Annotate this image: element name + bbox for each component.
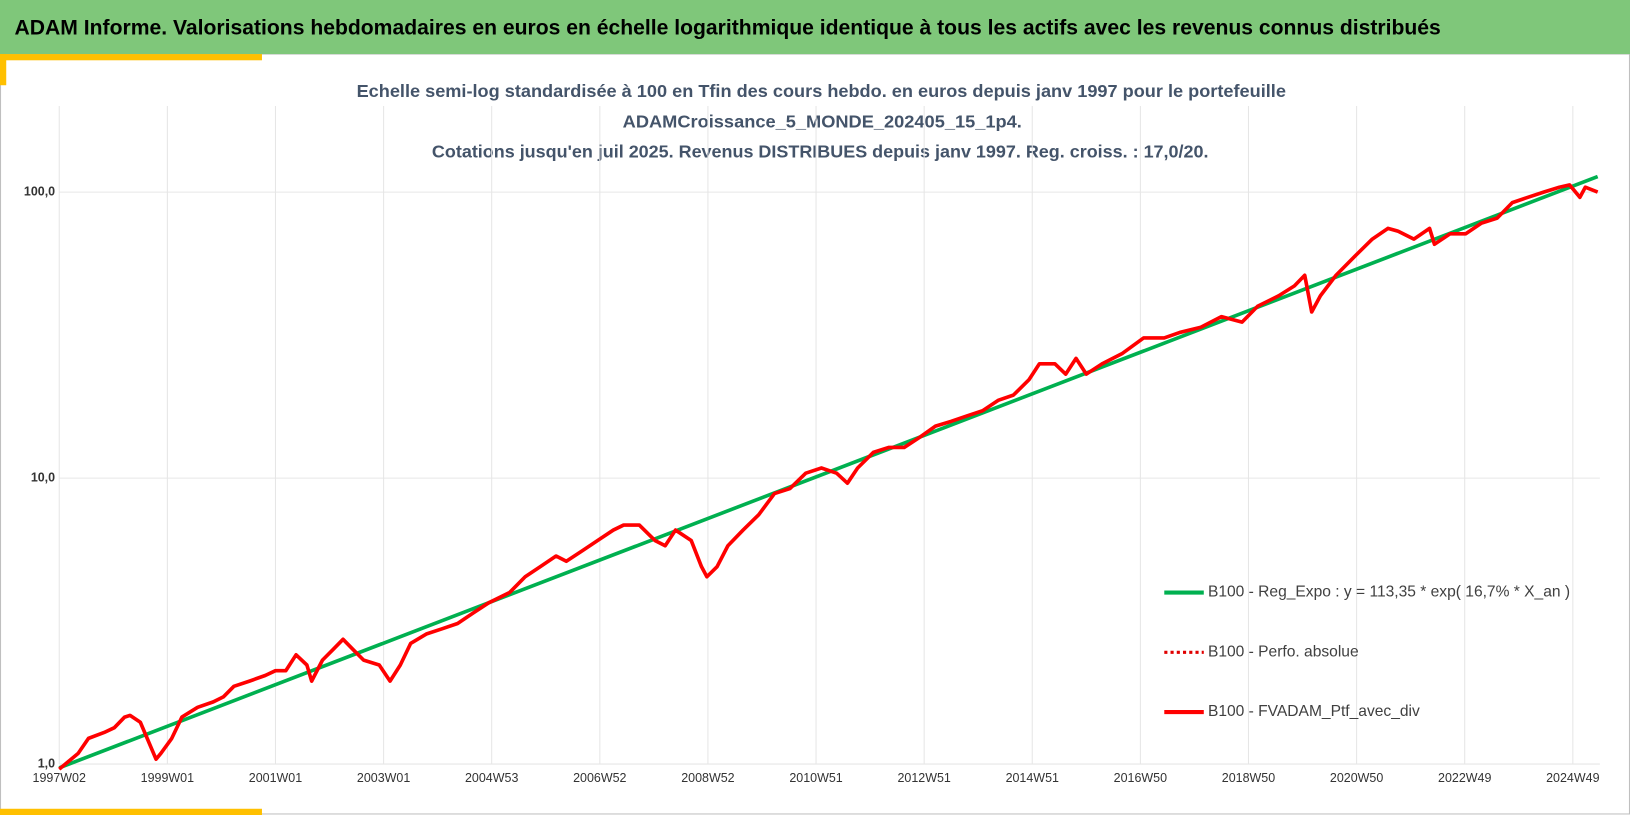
x-tick-label: 2016W50 [1114, 771, 1167, 785]
y-tick-label: 1,0 [38, 756, 55, 770]
header-bar [0, 0, 1630, 55]
x-tick-label: 2022W49 [1438, 771, 1491, 785]
x-tick-label: 2003W01 [357, 771, 410, 785]
accent [0, 54, 262, 61]
y-tick-label: 10,0 [31, 470, 55, 484]
chart-title: ADAMCroissance_5_MONDE_202405_15_1p4. [623, 111, 1022, 131]
legend-label: B100 - Perfo. absolue [1208, 643, 1359, 660]
legend-label: B100 - Reg_Expo : y = 113,35 * exp( 16,7… [1208, 584, 1570, 601]
x-tick-label: 2024W49 [1546, 771, 1599, 785]
legend-label: B100 - FVADAM_Ptf_avec_div [1208, 703, 1420, 720]
x-tick-label: 2008W52 [681, 771, 734, 785]
x-tick-label: 1999W01 [141, 771, 194, 785]
chart-title: Cotations jusqu'en juil 2025. Revenus DI… [432, 141, 1209, 161]
y-tick-label: 100,0 [24, 184, 55, 198]
x-tick-label: 2014W51 [1006, 771, 1059, 785]
x-tick-label: 1997W02 [33, 771, 86, 785]
header-title: ADAM Informe. Valorisations hebdomadaire… [15, 17, 1441, 40]
x-tick-label: 2004W53 [465, 771, 518, 785]
x-tick-label: 2010W51 [789, 771, 842, 785]
x-tick-label: 2018W50 [1222, 771, 1275, 785]
plot-area: 1997W02 1999W01 2001W01 2003W01 2004W53 2006W… [24, 106, 1600, 785]
accent [0, 808, 262, 815]
x-tick-label: 2020W50 [1330, 771, 1383, 785]
accent [0, 54, 7, 86]
x-tick-label: 2001W01 [249, 771, 302, 785]
series-line [58, 183, 1599, 771]
x-tick-label: 2006W52 [573, 771, 626, 785]
chart-title: Echelle semi-log standardisée à 100 en T… [357, 81, 1287, 101]
x-tick-label: 2012W51 [897, 771, 950, 785]
